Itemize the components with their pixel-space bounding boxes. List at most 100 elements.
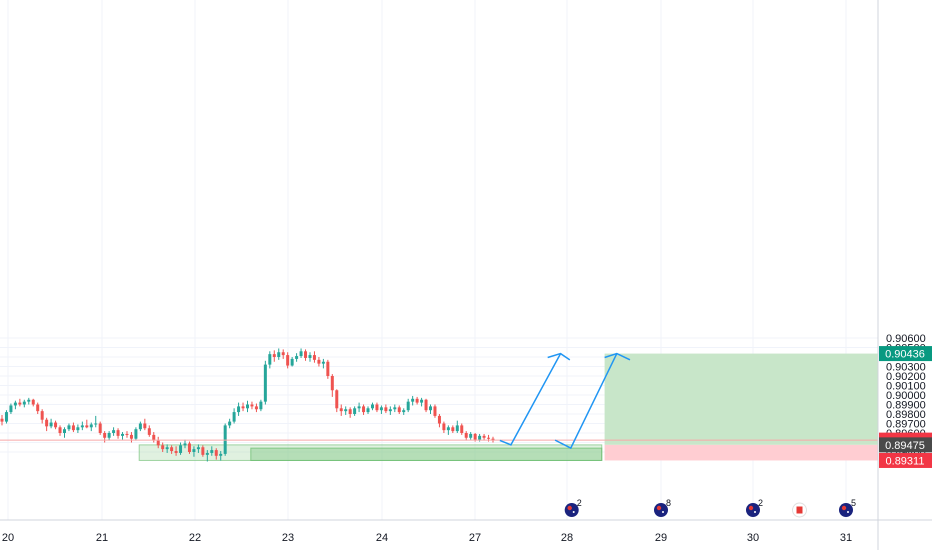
candle-body xyxy=(312,355,316,360)
candle-body xyxy=(205,452,209,455)
candle-body xyxy=(295,356,299,359)
candle-body xyxy=(228,421,232,426)
candle-body xyxy=(165,447,169,450)
candle-body xyxy=(9,405,13,413)
x-tick-label: 28 xyxy=(561,532,573,544)
event-count: 2 xyxy=(577,498,582,508)
candle-body xyxy=(62,429,66,433)
candle-body xyxy=(241,406,245,409)
event-marker[interactable]: 2 xyxy=(564,498,582,517)
candle-body xyxy=(353,408,357,414)
y-tick-label: 0.90300 xyxy=(886,362,926,374)
price-tag-bg xyxy=(879,346,932,362)
candle-body xyxy=(138,423,142,430)
candle-body xyxy=(281,352,285,356)
candle-body xyxy=(54,422,58,428)
candle-body xyxy=(201,447,205,455)
candle-body xyxy=(366,408,370,413)
candle-body xyxy=(344,409,348,412)
candle-body xyxy=(58,427,62,433)
candle-body xyxy=(71,425,75,431)
candle-body xyxy=(45,419,49,427)
candle-body xyxy=(237,406,241,413)
candle-body xyxy=(442,423,446,431)
candle-body xyxy=(89,424,93,428)
candle-body xyxy=(40,411,44,420)
candle-body xyxy=(80,425,84,428)
candle-body xyxy=(433,406,437,416)
x-tick-label: 29 xyxy=(655,532,667,544)
candle-body xyxy=(286,355,290,366)
candle-body xyxy=(22,401,26,405)
candle-body xyxy=(393,407,397,410)
flag-star-icon xyxy=(847,511,849,513)
candle-body xyxy=(31,399,35,405)
candle-body xyxy=(174,451,178,453)
price-tag-bg xyxy=(879,437,932,453)
candle-body xyxy=(469,433,473,438)
economic-events[interactable]: 2 8 2 5 xyxy=(564,498,856,518)
candle-body xyxy=(304,351,308,358)
y-tick-label: 0.89900 xyxy=(886,400,926,412)
target-zone xyxy=(604,353,878,445)
candle-body xyxy=(4,412,8,422)
x-tick-label: 30 xyxy=(747,532,759,544)
price-tag-label: 0.90436 xyxy=(885,349,925,361)
candle-body xyxy=(317,359,321,364)
candle-body xyxy=(446,427,450,431)
projection-arrows xyxy=(499,352,631,450)
y-tick-label: 0.90000 xyxy=(886,390,926,402)
candle-body xyxy=(464,433,468,438)
candle-body xyxy=(121,433,125,436)
flag-star-icon xyxy=(754,511,756,513)
candle-body xyxy=(388,409,392,412)
arrow-head xyxy=(547,352,571,361)
candle-body xyxy=(250,404,254,407)
event-count: 2 xyxy=(758,498,763,508)
candle-body xyxy=(451,427,455,432)
projection-arrow xyxy=(499,353,562,446)
candle-body xyxy=(183,443,187,446)
candle-body xyxy=(214,450,218,456)
event-marker[interactable] xyxy=(792,502,807,518)
candle-body xyxy=(152,434,156,441)
candle-body xyxy=(170,447,174,452)
candle-body xyxy=(116,430,120,436)
y-tick-label: 0.90200 xyxy=(886,371,926,383)
candle-body xyxy=(290,358,294,366)
event-marker[interactable]: 5 xyxy=(839,498,856,517)
candle-body xyxy=(129,434,133,439)
stop-zone xyxy=(604,444,878,461)
flag-union-icon xyxy=(656,505,662,511)
flag-union-icon xyxy=(567,505,572,511)
y-tick-label: 0.89700 xyxy=(886,419,926,431)
demand-zone-inner xyxy=(250,447,603,461)
candle-body xyxy=(460,425,464,433)
arrow-head xyxy=(604,352,631,361)
event-count: 8 xyxy=(666,498,671,508)
candle-body xyxy=(254,406,258,410)
price-tag-label: 0.89475 xyxy=(885,440,925,452)
candle-body xyxy=(36,404,40,412)
y-tick-label: 0.90100 xyxy=(886,381,926,393)
candle-body xyxy=(134,429,138,439)
candle-body xyxy=(370,404,374,409)
flag-star-icon xyxy=(662,511,664,513)
price-tag-label: 0.89311 xyxy=(886,455,925,467)
candle-body xyxy=(196,447,200,450)
candle-body xyxy=(156,440,160,446)
candle-body xyxy=(379,407,383,411)
event-count: 5 xyxy=(851,498,856,508)
price-tag: 0.89475 xyxy=(879,437,932,453)
candle-body xyxy=(326,361,330,376)
candle-body xyxy=(187,443,191,452)
event-marker[interactable]: 8 xyxy=(654,498,671,517)
candle-body xyxy=(357,406,361,409)
candle-body xyxy=(103,433,107,438)
candle-body xyxy=(473,433,477,440)
y-tick-label: 0.90600 xyxy=(886,333,926,345)
event-marker[interactable]: 2 xyxy=(746,498,763,517)
